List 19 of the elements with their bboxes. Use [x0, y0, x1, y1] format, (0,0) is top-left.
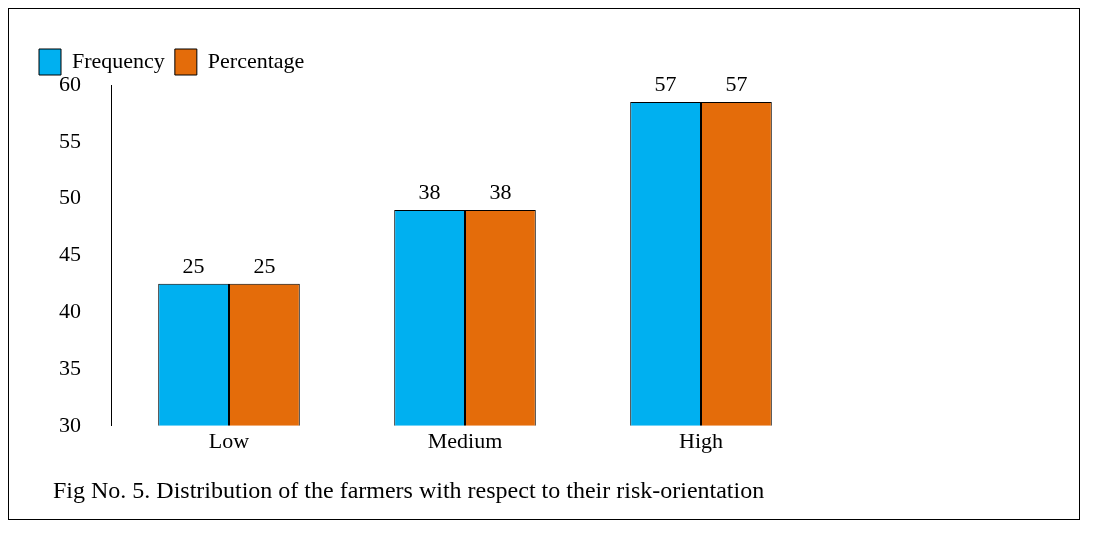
x-tick-label: Medium [427, 427, 503, 453]
data-label: 38 [418, 178, 441, 204]
data-label: 38 [489, 178, 512, 204]
text: Fig No. 5. Distribution of the farmers with respect to their risk-orientation [53, 477, 765, 504]
legend-label: Percentage [207, 47, 305, 73]
y2-tick-label: 55 [59, 127, 81, 153]
y2-tick-label: 50 [59, 184, 81, 210]
data-label: 57 [654, 70, 677, 96]
data-label: 25 [253, 252, 276, 278]
y2-tick-label: 35 [59, 354, 81, 380]
x-tick-label: High [679, 427, 723, 453]
data-label: 57 [725, 70, 748, 96]
y2-tick-label: 45 [59, 241, 81, 267]
y2-tick-label: 40 [59, 297, 81, 323]
legend-label: Frequency [72, 47, 165, 73]
x-tick-label: Low [208, 427, 250, 453]
data-label: 25 [182, 252, 205, 278]
y2-tick-label: 30 [59, 411, 81, 437]
y2-tick-label: 60 [59, 70, 81, 96]
